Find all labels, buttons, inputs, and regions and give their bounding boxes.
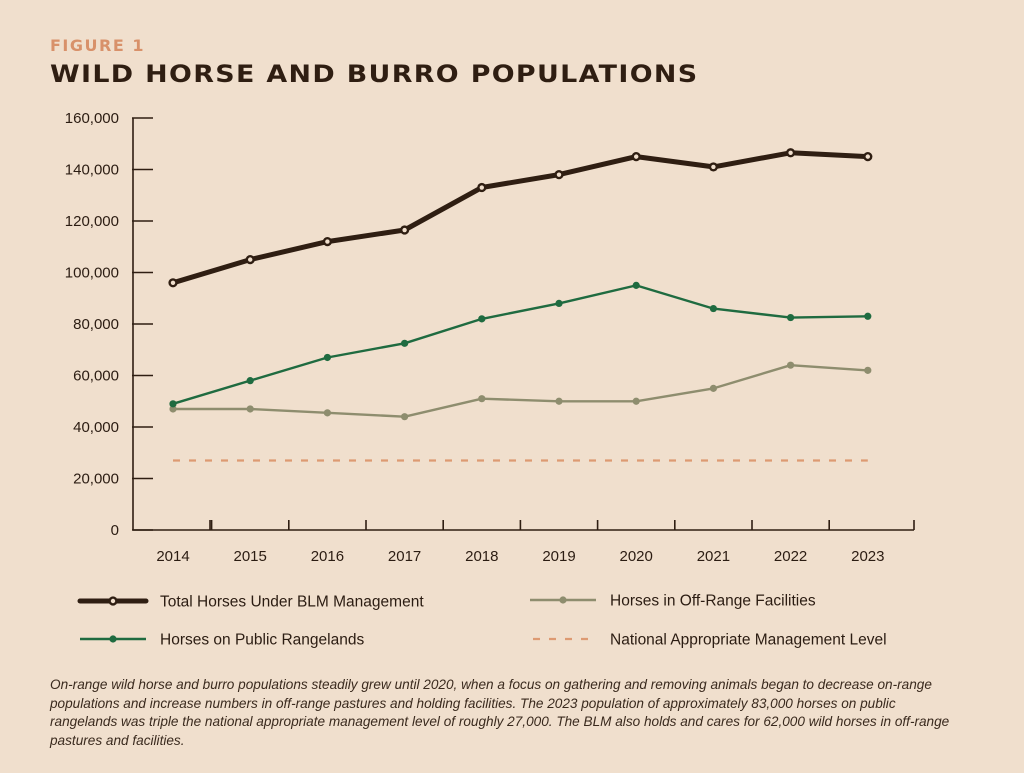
y-tick-label: 160,000 <box>65 110 119 127</box>
data-point-offrange <box>478 395 486 403</box>
x-tick-label: 2020 <box>620 548 653 565</box>
data-point-rangelands <box>401 339 409 347</box>
data-point-offrange <box>323 409 331 417</box>
y-tick-label: 20,000 <box>73 471 119 488</box>
x-tick-label: 2021 <box>697 548 730 565</box>
legend-swatch-offrange <box>530 596 596 604</box>
data-point-rangelands <box>709 304 718 313</box>
figure-caption: On-range wild horse and burro population… <box>50 677 950 748</box>
chart-series <box>168 148 873 462</box>
y-tick-label: 80,000 <box>73 316 119 333</box>
legend-swatch-rangelands <box>80 635 146 643</box>
x-tick-label: 2015 <box>234 548 267 565</box>
data-point-rangelands <box>169 400 177 408</box>
x-axis-ticks: 2014 2015 2016 2017 2018 2019 2020 2021 2022 2023 <box>156 520 915 565</box>
data-point-rangelands <box>246 377 254 385</box>
legend-marker <box>109 635 117 643</box>
data-point-center-total <box>325 239 330 244</box>
legend-label-total: Total Horses Under BLM Management <box>160 594 424 611</box>
x-tick-label: 2014 <box>156 548 189 565</box>
data-point-rangelands <box>555 299 563 307</box>
data-point-offrange <box>246 405 254 413</box>
data-point-center-total <box>170 280 176 285</box>
data-point-center-total <box>479 185 484 190</box>
line-chart: 0 20,000 40,000 60,000 80,000 100,000 120,000 1… <box>65 110 915 649</box>
legend-label-rangelands: Horses on Public Rangelands <box>160 632 364 649</box>
legend-marker-center <box>110 598 116 604</box>
x-tick-label: 2017 <box>388 548 421 565</box>
data-point-center-total <box>556 172 562 177</box>
data-point-offrange <box>632 397 640 405</box>
y-tick-label: 140,000 <box>65 162 119 179</box>
legend-marker <box>559 596 567 604</box>
y-axis-ticks: 0 20,000 40,000 60,000 80,000 100,000 120,000 1… <box>65 110 153 539</box>
y-tick-label: 100,000 <box>65 265 119 282</box>
data-point-offrange <box>864 366 872 374</box>
data-point-rangelands <box>478 315 486 323</box>
data-point-offrange <box>401 413 409 421</box>
data-point-rangelands <box>787 313 795 322</box>
series-line-offrange <box>173 364 868 418</box>
data-point-offrange <box>787 361 795 369</box>
x-tick-label: 2023 <box>851 548 884 565</box>
data-point-center-total <box>634 154 639 159</box>
legend-swatch-total <box>77 596 149 606</box>
data-point-rangelands <box>864 312 872 320</box>
x-tick-label: 2019 <box>542 548 575 565</box>
data-point-offrange <box>169 405 177 413</box>
x-tick-label: 2022 <box>774 548 807 565</box>
legend-label-offrange: Horses in Off-Range Facilities <box>610 593 816 610</box>
chart-title: WILD HORSE AND BURRO POPULATIONS <box>50 60 699 88</box>
data-point-rangelands <box>323 353 331 362</box>
x-tick-label: 2016 <box>311 548 344 565</box>
data-point-center-total <box>402 227 407 233</box>
x-tick-label: 2018 <box>465 548 498 565</box>
data-point-center-total <box>711 164 716 170</box>
series-line-rangelands <box>172 284 868 405</box>
y-tick-label: 40,000 <box>73 419 119 436</box>
y-tick-label: 120,000 <box>65 213 119 230</box>
data-point-rangelands <box>632 281 640 289</box>
figure-label: FIGURE 1 <box>50 36 145 55</box>
series-line-total <box>170 150 871 286</box>
y-tick-label: 60,000 <box>73 368 119 385</box>
data-point-center-total <box>248 257 253 262</box>
data-point-center-total <box>865 154 870 159</box>
data-point-center-total <box>788 150 793 155</box>
data-point-offrange <box>555 397 563 405</box>
data-point-offrange <box>709 384 718 392</box>
y-tick-label: 0 <box>111 522 119 539</box>
legend-label-aml: National Appropriate Management Level <box>610 632 887 649</box>
chart-legend: Total Horses Under BLM Management Horses … <box>77 593 887 649</box>
